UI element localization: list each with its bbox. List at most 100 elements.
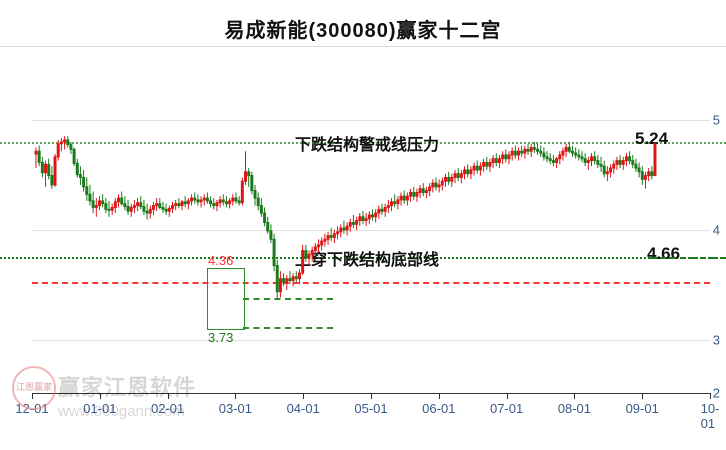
- candle-body[interactable]: [429, 187, 431, 191]
- candle-body[interactable]: [175, 204, 177, 206]
- candle-body[interactable]: [232, 198, 234, 201]
- candle-body[interactable]: [206, 198, 208, 201]
- candle-body[interactable]: [337, 232, 339, 234]
- candle-body[interactable]: [60, 142, 62, 144]
- candle-body[interactable]: [476, 166, 478, 170]
- candle-body[interactable]: [400, 196, 402, 200]
- candle-body[interactable]: [486, 162, 488, 166]
- candle-body[interactable]: [432, 183, 434, 187]
- candle-body[interactable]: [571, 151, 573, 153]
- candle-body[interactable]: [387, 206, 389, 208]
- candle-body[interactable]: [340, 228, 342, 232]
- candle-body[interactable]: [635, 164, 637, 168]
- candle-body[interactable]: [464, 170, 466, 174]
- candle-body[interactable]: [146, 211, 148, 213]
- candle-body[interactable]: [152, 206, 154, 210]
- candle-body[interactable]: [511, 151, 513, 155]
- candle-body[interactable]: [276, 266, 278, 292]
- candle-body[interactable]: [70, 145, 72, 150]
- candle-body[interactable]: [143, 207, 145, 212]
- candle-body[interactable]: [133, 206, 135, 208]
- candle-body[interactable]: [483, 162, 485, 166]
- candle-body[interactable]: [64, 140, 66, 142]
- candle-body[interactable]: [273, 239, 275, 265]
- candle-body[interactable]: [457, 174, 459, 178]
- candle-body[interactable]: [587, 161, 589, 163]
- candle-body[interactable]: [352, 222, 354, 224]
- candle-body[interactable]: [391, 202, 393, 206]
- candle-body[interactable]: [105, 204, 107, 210]
- candle-body[interactable]: [203, 198, 205, 200]
- candle-body[interactable]: [248, 172, 250, 176]
- candle-body[interactable]: [257, 198, 259, 205]
- candle-body[interactable]: [362, 217, 364, 221]
- candle-body[interactable]: [384, 207, 386, 211]
- candle-body[interactable]: [254, 191, 256, 198]
- candle-body[interactable]: [441, 181, 443, 185]
- candle-body[interactable]: [45, 164, 47, 172]
- candle-body[interactable]: [492, 159, 494, 163]
- candle-body[interactable]: [279, 279, 281, 292]
- candle-body[interactable]: [378, 209, 380, 213]
- candle-body[interactable]: [260, 206, 262, 213]
- candle-body[interactable]: [349, 222, 351, 226]
- candle-body[interactable]: [311, 251, 313, 255]
- candle-body[interactable]: [346, 226, 348, 230]
- candle-body[interactable]: [540, 151, 542, 153]
- candle-body[interactable]: [518, 151, 520, 155]
- candle-body[interactable]: [562, 151, 564, 155]
- candle-body[interactable]: [537, 149, 539, 151]
- candle-body[interactable]: [521, 151, 523, 153]
- candle-body[interactable]: [514, 151, 516, 155]
- candle-body[interactable]: [130, 207, 132, 211]
- candle-body[interactable]: [435, 183, 437, 187]
- candle-body[interactable]: [111, 207, 113, 210]
- candle-body[interactable]: [613, 164, 615, 168]
- candle-body[interactable]: [73, 149, 75, 163]
- candle-body[interactable]: [156, 204, 158, 206]
- candle-body[interactable]: [95, 206, 97, 208]
- candle-body[interactable]: [225, 202, 227, 204]
- candle-body[interactable]: [102, 201, 104, 204]
- candle-body[interactable]: [610, 168, 612, 172]
- candle-body[interactable]: [51, 176, 53, 185]
- candle-body[interactable]: [194, 198, 196, 200]
- candle-body[interactable]: [270, 231, 272, 239]
- candle-body[interactable]: [57, 144, 59, 157]
- candle-body[interactable]: [283, 279, 285, 283]
- candle-body[interactable]: [543, 153, 545, 157]
- candlestick-series[interactable]: [0, 55, 726, 400]
- candle-body[interactable]: [286, 279, 288, 283]
- candle-body[interactable]: [245, 172, 247, 181]
- candle-body[interactable]: [644, 176, 646, 180]
- candle-body[interactable]: [371, 215, 373, 217]
- candle-body[interactable]: [292, 277, 294, 281]
- candle-body[interactable]: [140, 203, 142, 207]
- xtick-label-10-01[interactable]: 10-01: [701, 401, 720, 431]
- candle-body[interactable]: [410, 192, 412, 196]
- candle-body[interactable]: [159, 204, 161, 208]
- candle-body[interactable]: [162, 207, 164, 209]
- candle-body[interactable]: [114, 202, 116, 208]
- candle-body[interactable]: [381, 209, 383, 211]
- candle-body[interactable]: [416, 192, 418, 196]
- candle-body[interactable]: [505, 155, 507, 159]
- xtick-label-06-01[interactable]: 06-01: [422, 401, 455, 416]
- candle-body[interactable]: [222, 200, 224, 202]
- candle-body[interactable]: [502, 155, 504, 159]
- candle-body[interactable]: [473, 166, 475, 170]
- candle-body[interactable]: [622, 161, 624, 165]
- candle-body[interactable]: [238, 201, 240, 203]
- candle-body[interactable]: [289, 279, 291, 281]
- chart-area[interactable]: 5 4 3 2 下跌结构警戒线压力 5.24 上穿下跌结构底部线 4.66 4.…: [0, 55, 726, 400]
- candle-body[interactable]: [41, 162, 43, 172]
- candle-body[interactable]: [219, 200, 221, 203]
- candle-body[interactable]: [305, 251, 307, 258]
- candle-body[interactable]: [575, 153, 577, 155]
- candle-body[interactable]: [127, 207, 129, 212]
- candle-body[interactable]: [235, 198, 237, 201]
- candle-body[interactable]: [330, 236, 332, 238]
- candle-body[interactable]: [213, 204, 215, 206]
- candle-body[interactable]: [530, 147, 532, 151]
- candle-body[interactable]: [591, 157, 593, 161]
